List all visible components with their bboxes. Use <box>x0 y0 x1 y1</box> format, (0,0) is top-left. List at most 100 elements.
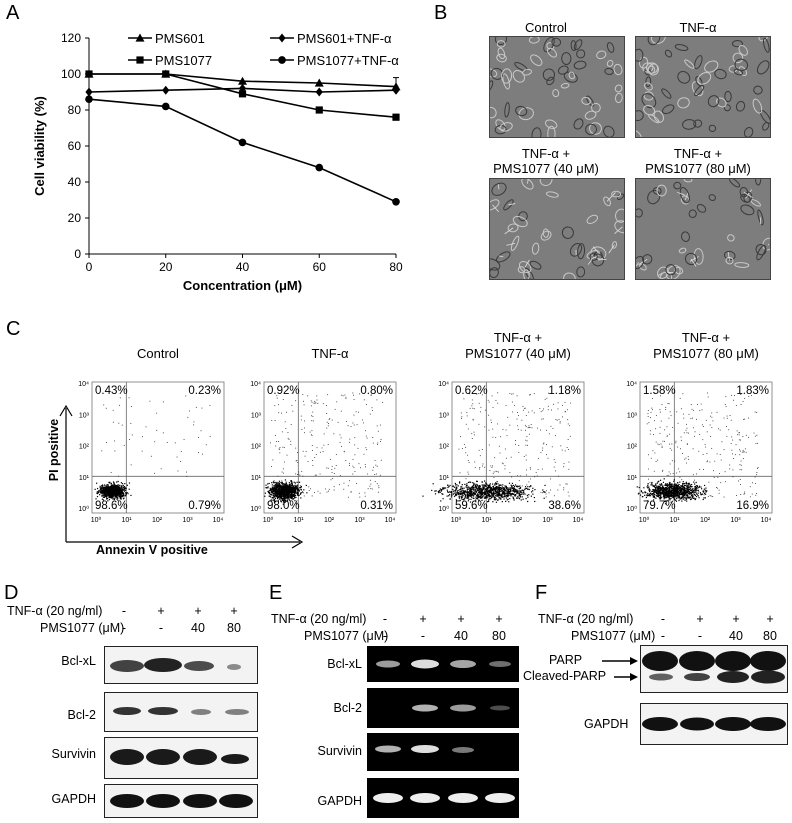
event-dot <box>688 483 690 486</box>
event-dot <box>288 490 290 492</box>
event-dot-sparse <box>528 433 530 435</box>
event-dot <box>677 495 679 497</box>
event-dot <box>652 484 654 487</box>
event-dot <box>682 498 684 500</box>
event-dot-sparse <box>209 404 211 406</box>
event-dot <box>497 486 499 488</box>
event-dot-sparse <box>696 473 697 475</box>
event-dot <box>290 480 292 482</box>
event-dot-sparse <box>310 400 312 402</box>
event-dot-sparse <box>567 423 569 425</box>
event-dot <box>270 500 272 502</box>
event-dot-sparse <box>751 493 753 495</box>
event-dot-sparse <box>296 460 298 461</box>
event-dot <box>702 498 704 501</box>
event-dot-sparse <box>488 401 490 403</box>
event-dot-sparse <box>680 436 682 438</box>
legend-label: PMS601+TNF-α <box>297 31 392 46</box>
event-dot <box>506 491 509 493</box>
event-dot-sparse <box>303 432 305 434</box>
event-dot <box>642 492 644 494</box>
event-dot-sparse <box>314 474 316 476</box>
event-dot <box>677 488 679 490</box>
event-dot <box>657 492 659 494</box>
event-dot <box>278 483 280 486</box>
event-dot <box>668 497 670 499</box>
event-dot <box>655 497 657 499</box>
event-dot <box>488 499 490 501</box>
event-dot-sparse <box>542 418 544 420</box>
event-dot <box>107 489 110 491</box>
event-dot-sparse <box>526 469 527 471</box>
cell <box>759 109 770 124</box>
event-dot-sparse <box>299 485 301 487</box>
event-dot-sparse <box>552 428 554 429</box>
event-dot <box>294 494 296 496</box>
event-dot <box>286 500 288 502</box>
cell <box>738 45 748 56</box>
event-dot <box>281 482 283 485</box>
flow-y-tick-label: 10³ <box>627 412 638 419</box>
event-dot-sparse <box>201 407 203 409</box>
event-dot <box>687 496 689 498</box>
event-dot <box>468 498 470 501</box>
event-dot <box>664 489 666 492</box>
event-dot <box>108 486 110 489</box>
event-dot-sparse <box>685 429 687 431</box>
cell <box>611 241 618 249</box>
event-dot-sparse <box>666 435 668 437</box>
event-dot <box>300 492 302 494</box>
event-dot <box>500 486 502 489</box>
event-dot <box>272 481 275 483</box>
event-dot <box>696 485 699 488</box>
event-dot <box>124 489 126 491</box>
event-dot <box>274 497 277 500</box>
event-dot-sparse <box>302 450 304 452</box>
event-dot-sparse <box>673 392 675 393</box>
event-dot <box>274 489 276 491</box>
event-dot-sparse <box>331 419 333 421</box>
event-dot <box>688 488 690 490</box>
event-dot <box>677 491 680 493</box>
event-dot-sparse <box>297 452 298 454</box>
legend-marker <box>278 56 286 64</box>
event-dot <box>290 480 293 482</box>
event-dot <box>516 489 518 491</box>
event-dot-sparse <box>686 423 687 425</box>
event-dot-sparse <box>521 419 523 421</box>
event-dot-sparse <box>323 433 325 435</box>
event-dot <box>666 495 668 497</box>
event-dot <box>673 494 676 496</box>
event-dot <box>486 495 488 497</box>
event-dot <box>479 492 481 494</box>
event-dot <box>691 494 693 497</box>
event-dot <box>283 487 285 489</box>
event-dot-sparse <box>671 449 673 451</box>
event-dot <box>106 493 108 496</box>
event-dot <box>288 486 290 489</box>
event-dot <box>282 489 284 491</box>
quadrant-percent: 98.0% <box>267 500 300 512</box>
event-dot <box>473 482 475 485</box>
event-dot-sparse <box>731 449 733 451</box>
event-dot <box>292 493 294 496</box>
event-dot-sparse <box>458 448 460 450</box>
quadrant-percent: 59.6% <box>455 500 488 512</box>
event-dot <box>698 486 700 488</box>
event-dot <box>648 488 650 491</box>
event-dot-sparse <box>326 491 328 493</box>
event-dot-sparse <box>303 400 304 402</box>
event-dot <box>501 489 503 492</box>
event-dot-sparse <box>648 478 649 480</box>
panel-b-letter: B <box>434 2 448 24</box>
event-dot-sparse <box>302 492 304 494</box>
cell <box>517 266 526 274</box>
event-dot <box>422 495 424 497</box>
event-dot <box>283 491 285 493</box>
event-dot-sparse <box>562 404 563 406</box>
event-dot <box>458 496 460 498</box>
event-dot-sparse <box>311 415 313 417</box>
event-dot-sparse <box>333 433 335 435</box>
event-dot-sparse <box>705 446 707 448</box>
event-dot-sparse <box>710 436 712 437</box>
